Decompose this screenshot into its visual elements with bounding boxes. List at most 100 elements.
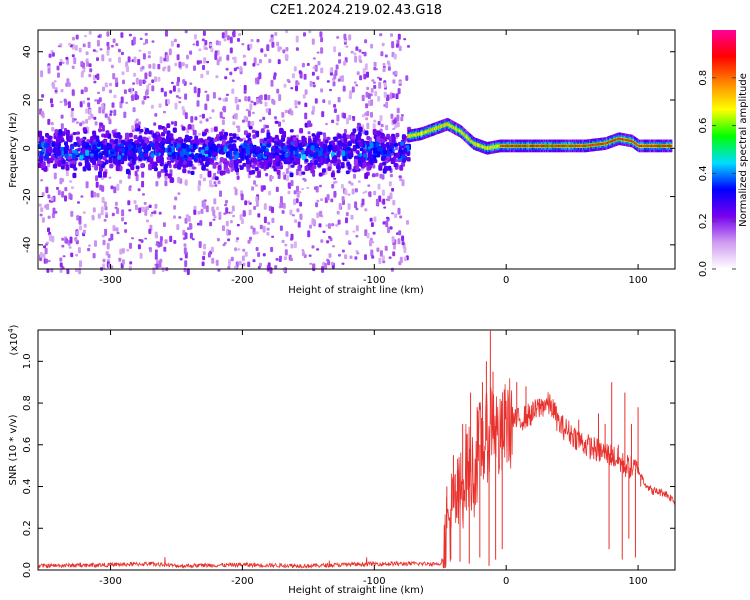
spectrogram-noise-cell (314, 186, 317, 190)
spectrogram-band-cell (304, 165, 309, 171)
spectrogram-noise-cell (378, 77, 382, 81)
spectrogram-band-cell (223, 158, 228, 163)
spectrogram-noise-cell (249, 236, 252, 240)
spectrogram-noise-cell (82, 229, 86, 234)
spectrogram-noise-cell (262, 253, 266, 257)
spectrogram-noise-cell (400, 114, 404, 117)
spectrogram-noise-cell (205, 118, 209, 122)
spectrogram-band-cell (297, 165, 302, 171)
spectrogram-noise-cell (345, 45, 349, 48)
spectrogram-band-cell (166, 156, 171, 161)
spectrogram-band-cell (60, 139, 65, 143)
spectrogram-noise-cell (114, 201, 118, 206)
spectrogram-band-cell (64, 141, 68, 146)
spectrogram-noise-cell (219, 190, 222, 197)
spectrogram-noise-cell (119, 179, 123, 184)
spectrogram-noise-cell (159, 236, 163, 242)
spectrogram-band-cell (218, 149, 223, 155)
x-tick-label: -300 (99, 275, 122, 286)
spectrogram-noise-cell (189, 166, 192, 170)
spectrogram-noise-cell (133, 72, 137, 77)
spectrogram-noise-cell (102, 263, 106, 269)
spectrogram-band-cell (89, 140, 94, 144)
spectrogram-band-cell (195, 140, 200, 146)
spectrogram-noise-cell (206, 94, 210, 102)
spectrogram-noise-cell (249, 43, 253, 49)
spectrogram-noise-cell (193, 86, 197, 94)
spectrogram-noise-cell (111, 212, 115, 217)
spectrogram-noise-cell (104, 82, 108, 88)
spectrogram-band-cell (343, 137, 348, 143)
spectrogram-noise-cell (206, 70, 210, 75)
spectrogram-noise-cell (271, 175, 274, 179)
spectrogram-noise-cell (294, 219, 297, 223)
spectrogram-noise-cell (283, 174, 287, 180)
spectrogram-band-cell (71, 153, 76, 159)
spectrogram-noise-cell (297, 221, 301, 228)
spectrogram-band-cell (152, 133, 157, 139)
spectrogram-noise-cell (199, 60, 202, 64)
spectrogram-noise-cell (295, 198, 299, 204)
spectrogram-noise-cell (243, 90, 247, 94)
spectrogram-noise-cell (139, 252, 143, 259)
spectrogram-noise-cell (238, 260, 242, 266)
spectrogram-noise-cell (269, 267, 273, 274)
spectrogram-noise-cell (40, 207, 44, 213)
spectrogram-noise-cell (376, 247, 380, 252)
spectrogram-noise-cell (304, 112, 308, 120)
spectrogram-noise-cell (387, 226, 390, 234)
spectrogram-noise-cell (407, 45, 410, 48)
spectrogram-noise-cell (144, 209, 148, 216)
spectrogram-noise-cell (51, 127, 55, 132)
snr-x-axis-label: Height of straight line (km) (288, 585, 424, 596)
spectrogram-band-cell (110, 148, 115, 152)
spectrogram-noise-cell (337, 97, 341, 103)
spectrogram-band-cell (48, 146, 53, 153)
spectrogram-noise-cell (370, 43, 374, 49)
spectrogram-noise-cell (210, 127, 214, 133)
spectrogram-noise-cell (47, 163, 51, 168)
spectrogram-band-cell (273, 138, 278, 142)
spectrogram-noise-cell (43, 245, 46, 249)
spectrogram-noise-cell (392, 127, 396, 130)
snr-plot-frame (37, 329, 676, 571)
spectrogram-noise-cell (236, 104, 240, 111)
spectrogram-signal-peak (667, 144, 670, 147)
spectrogram-noise-cell (209, 180, 212, 187)
spectrogram-noise-cell (202, 251, 206, 256)
spectrogram-noise-cell (257, 213, 261, 218)
spectrogram-band-cell (345, 170, 350, 175)
spectrogram-noise-cell (186, 268, 190, 275)
spectrogram-noise-cell (214, 53, 218, 60)
spectrogram-noise-cell (74, 44, 78, 51)
spectrogram-noise-cell (54, 90, 58, 93)
spectrogram-noise-cell (242, 262, 246, 267)
spectrogram-band-cell (68, 135, 73, 143)
spectrogram-noise-cell (125, 101, 129, 104)
spectrogram-noise-cell (274, 265, 278, 269)
spectrogram-noise-cell (375, 198, 379, 206)
spectrogram-noise-cell (181, 62, 185, 67)
spectrogram-band-cell (395, 132, 400, 138)
spectrogram-signal-peak (422, 132, 424, 135)
spectrogram-band-cell (375, 142, 380, 147)
spectrogram-noise-cell (128, 185, 132, 188)
spectrogram-noise-cell (298, 190, 302, 194)
spectrogram-noise-cell (53, 80, 57, 83)
spectrogram-noise-cell (259, 262, 262, 267)
spectrogram-noise-cell (144, 237, 148, 240)
spectrogram-noise-cell (61, 237, 65, 241)
spectrogram-band-cell (41, 161, 46, 168)
spectrogram-noise-cell (382, 65, 386, 69)
spectrogram-noise-cell (145, 88, 149, 95)
spectrogram-noise-cell (279, 255, 282, 260)
spectrogram-noise-cell (148, 71, 152, 77)
spectrogram-noise-cell (354, 256, 358, 260)
spectrogram-band-cell (72, 172, 77, 179)
spectrogram-band-cell (254, 166, 259, 172)
spectrogram-noise-cell (118, 257, 122, 262)
spectrogram-noise-cell (138, 207, 142, 214)
spectrogram-noise-cell (320, 37, 324, 43)
spectrogram-band-cell (364, 130, 369, 136)
spectrogram-noise-cell (306, 186, 310, 189)
